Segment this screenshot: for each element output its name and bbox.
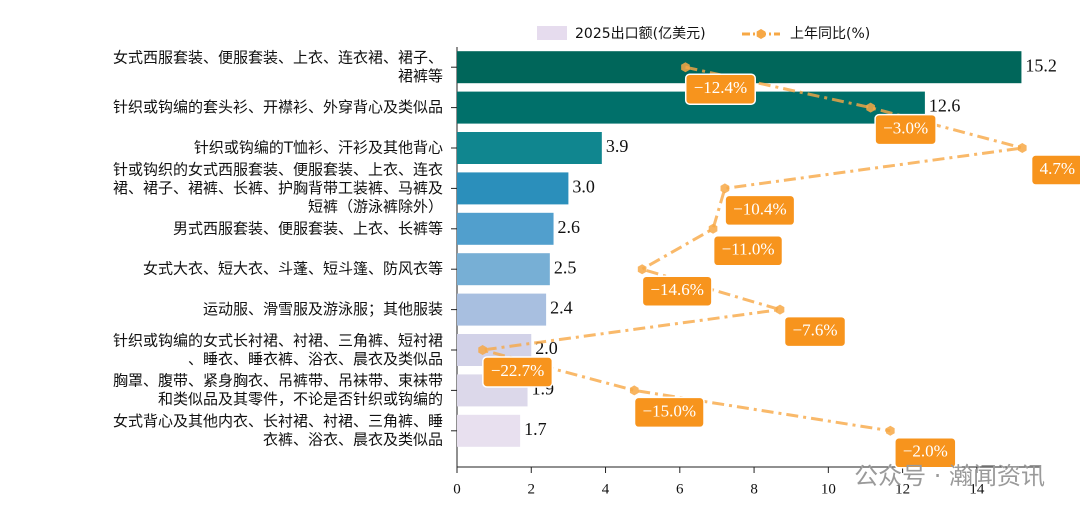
yoy-marker [478,345,487,355]
category-label: 女式背心及其他内衣、长衬裙、衬裙、三角裤、睡 [113,412,443,430]
yoy-label-text: −22.7% [491,361,545,380]
yoy-marker [885,425,895,436]
yoy-label-text: −11.0% [722,240,775,259]
bar [457,293,547,326]
category-label: 、睡衣、睡衣裤、浴衣、晨衣及类似品 [188,350,443,368]
category-label: 衣裤、浴衣、晨衣及类似品 [263,431,443,449]
yoy-label-box [684,73,756,105]
bar-value-label: 3.9 [606,136,629,156]
yoy-label-box [633,396,705,429]
bar-value-label: 1.7 [524,419,547,439]
yoy-marker [681,62,690,73]
bar [457,132,602,164]
x-tick-label: 4 [602,481,610,497]
bar-value-label: 2.4 [550,298,573,318]
bar [457,253,550,286]
yoy-label: −15.0% [633,396,705,429]
category-label: 针织或钩编的女式长衬裙、衬裙、三角裤、短衬裙 [113,331,443,349]
yoy-label: −22.7% [482,356,554,388]
yoy-label-box [482,356,554,388]
yoy-marker [1017,143,1027,153]
yoy-marker [720,183,730,194]
bar-value-label: 3.0 [572,177,595,197]
category-label: 胸罩、腹带、紧身胸衣、吊裤带、吊袜带、束袜带 [113,372,443,390]
category-label: 针织或钩编的套头衫、开襟衫、外穿背心及类似品 [113,98,443,116]
category-label: 裙裤等 [398,67,443,85]
bar-value-label: 15.2 [1025,55,1057,75]
x-tick-label: 8 [750,481,758,497]
yoy-label-box [894,437,957,469]
watermark: 公众号 · 瀚闻资讯 [854,462,1045,490]
bar-value-label: 2.5 [554,257,577,277]
yoy-label: 4.7% [1030,154,1080,186]
bar [457,172,569,205]
category-label: 女式西服套装、便服套装、上衣、连衣裙、裙子、 [113,48,443,66]
yoy-label-text: −2.0% [903,442,948,461]
yoy-label-box [874,113,937,146]
yoy-marker [866,102,875,113]
yoy-line [482,65,1023,433]
yoy-marker [637,264,647,275]
yoy-label-text: −10.4% [733,199,787,218]
yoy-label: −3.0% [874,113,937,146]
x-tick-label: 2 [528,481,536,497]
legend-marker [756,29,766,39]
yoy-label-box [712,235,784,267]
bar-value-label: 12.6 [929,96,961,116]
x-tick-label: 10 [821,481,836,497]
yoy-label-text: 4.7% [1040,159,1075,178]
x-tick-label: 14 [969,481,985,497]
category-label: 男式西服套装、便服套装、上衣、长裤等 [173,219,443,237]
yoy-label-text: −7.6% [793,321,838,340]
yoy-label-text: −15.0% [643,401,697,420]
category-label: 女式大衣、短大衣、斗蓬、短斗篷、防风衣等 [143,260,443,278]
yoy-label-box [1030,154,1080,186]
category-label: 和类似品及其零件，不论是否针织或钩编的 [158,390,443,408]
bar-value-label: 2.6 [558,217,581,237]
yoy-marker [708,223,718,234]
x-tick-label: 12 [895,481,910,497]
yoy-label-text: −14.6% [650,280,704,299]
x-tick-label: 6 [676,481,684,497]
bar [457,212,554,245]
yoy-label-text: −12.4% [694,78,748,97]
category-label: 短裤（游泳裤除外） [308,197,443,215]
category-label: 针织或钩编的T恤衫、汗衫及其他背心 [194,139,443,157]
yoy-label: −2.0% [894,437,957,469]
yoy-label-box [724,194,796,227]
yoy-label-box [641,275,713,307]
category-label: 裙、裙子、裙裤、长裤、护胸背带工装裤、马裤及 [113,179,443,197]
category-label: 运动服、滑雪服及游泳服；其他服装 [203,300,443,318]
legend-label: 2025出口额(亿美元) [575,26,706,42]
yoy-label: −12.4% [684,73,756,105]
yoy-marker [775,304,785,315]
bar [457,414,521,447]
legend-label: 上年同比(%) [790,26,870,42]
x-tick-label: 0 [453,481,461,497]
category-label: 针或钩织的女式西服套装、便服套装、上衣、连衣 [113,160,443,178]
yoy-label: −11.0% [712,235,784,267]
yoy-label-text: −3.0% [883,119,928,138]
yoy-label: −7.6% [783,315,847,348]
yoy-label: −14.6% [641,275,713,307]
legend-swatch [537,26,567,40]
yoy-marker [629,385,639,396]
yoy-label-box [783,315,847,348]
yoy-label: −10.4% [724,194,796,227]
